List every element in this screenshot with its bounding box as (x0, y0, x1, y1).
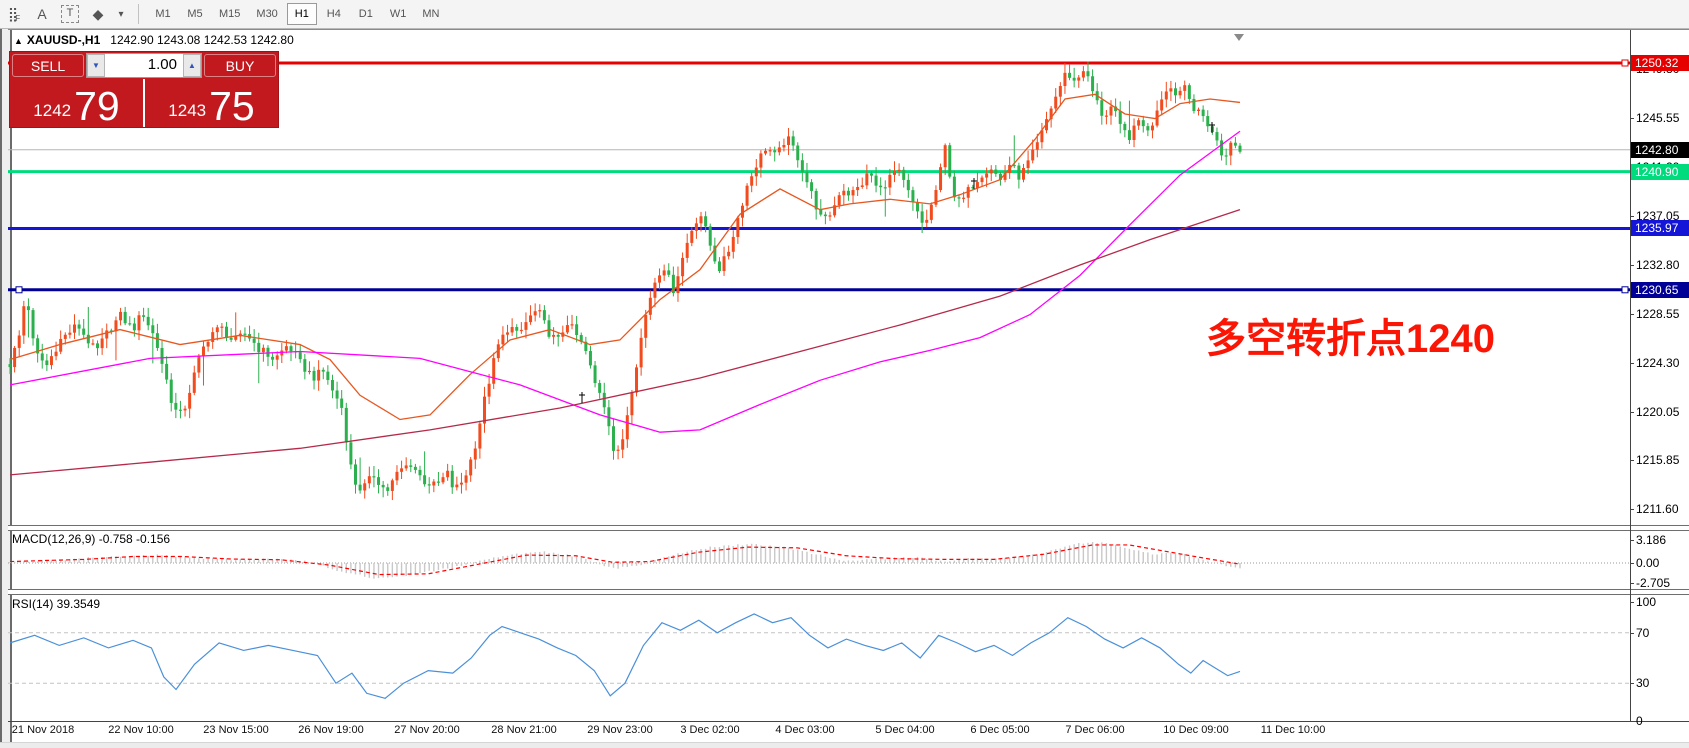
annotation-text: 多空转折点1240 (1206, 317, 1495, 361)
buy-button[interactable]: BUY (204, 54, 276, 77)
time-axis-label: 21 Nov 2018 (11, 724, 75, 736)
sell-price-prefix: 1242 (33, 101, 72, 120)
macd-axis-label: 0.00 (1629, 556, 1660, 570)
object-style-icon[interactable]: ◆ (92, 5, 104, 22)
timeframe-d1[interactable]: D1 (351, 3, 381, 25)
price-level-badge: 1240.90 (1631, 163, 1689, 180)
one-click-trading-panel: SELL ▼ 1.00 ▲ BUY 1242 79 1243 75 (10, 52, 278, 127)
time-axis-label: 22 Nov 10:00 (108, 724, 174, 736)
timeframe-m30[interactable]: M30 (249, 3, 284, 25)
macd-axis-label: -2.705 (1629, 575, 1671, 590)
toolbar: ⣿ F A T ◆ ▾ M1 M5 M15 M30 H1 H4 D1 W1 MN (0, 0, 1689, 29)
arrow-marker (971, 178, 977, 189)
status-strip (0, 742, 1689, 748)
time-axis-label: 3 Dec 02:00 (680, 724, 740, 736)
price-axis-line (1630, 30, 1631, 721)
chart-caption: ▲ XAUUSD-,H1 1242.90 1243.08 1242.53 1242.… (14, 33, 294, 47)
timeframe-m15[interactable]: M15 (212, 3, 247, 25)
slow-ma (9, 209, 1241, 476)
timeframe-w1[interactable]: W1 (383, 3, 414, 25)
price-tick: 1224.30 (1629, 356, 1680, 370)
price-tick: 1245.55 (1629, 110, 1680, 125)
rsi-line (9, 613, 1241, 699)
macd-canvas[interactable] (8, 527, 1630, 589)
trade-panel-divider (143, 79, 145, 127)
volume-increase-button[interactable]: ▲ (183, 54, 201, 77)
symbol-name: XAUUSD-,H1 (26, 33, 101, 47)
macd-title: MACD(12,26,9) -0.758 -0.156 (12, 532, 171, 546)
price-tick: 1237.05 (1629, 209, 1680, 223)
profile-grid-icon[interactable]: ⣿ F (2, 3, 26, 25)
timeframe-h1[interactable]: H1 (286, 3, 317, 25)
profile-grid-glyph: ⣿ (7, 5, 19, 22)
time-axis[interactable]: 21 Nov 2018 22 Nov 10:00 23 Nov 15:00 26 No… (8, 724, 1630, 740)
text-label-glyph: T (61, 5, 79, 23)
time-axis-label: 6 Dec 05:00 (970, 724, 1030, 736)
price-tick: 1232.80 (1629, 258, 1680, 272)
current-price-badge: 1242.80 (1631, 141, 1689, 158)
timeframe-m5[interactable]: M5 (180, 3, 210, 25)
arrow-label-icon[interactable]: A (37, 6, 47, 22)
text-label-icon[interactable]: T (58, 3, 82, 25)
time-axis-label: 26 Nov 19:00 (298, 724, 364, 736)
time-axis-line (8, 721, 1689, 722)
symbol-arrow-icon: ▲ (14, 36, 23, 46)
profile-grid-sub: F (15, 13, 21, 23)
rsi-axis-label: 30 (1629, 676, 1650, 691)
time-axis-label: 23 Nov 15:00 (203, 724, 269, 736)
buy-price[interactable]: 1243 75 (145, 79, 278, 127)
rsi-axis-label: 100 (1629, 595, 1657, 609)
rsi-title: RSI(14) 39.3549 (12, 597, 101, 611)
buy-price-prefix: 1243 (168, 101, 207, 120)
time-axis-label: 7 Dec 06:00 (1065, 724, 1125, 736)
time-axis-label: 28 Nov 21:00 (491, 724, 557, 736)
fast-ma (9, 93, 1241, 421)
price-tick: 1220.05 (1629, 405, 1680, 419)
price-axis[interactable]: 1249.801245.551241.291237.051232.801228.… (1629, 0, 1689, 748)
dropdown-caret-icon[interactable]: ▾ (118, 8, 124, 20)
macd-signal-line (9, 544, 1241, 576)
time-axis-label: 27 Nov 20:00 (394, 724, 460, 736)
rsi-axis-label: 70 (1629, 625, 1650, 640)
main-chart-canvas[interactable] (8, 30, 1630, 524)
time-axis-label: 10 Dec 09:00 (1163, 724, 1229, 736)
time-axis-label: 11 Dec 10:00 (1260, 724, 1326, 736)
panel-separator-rsi[interactable] (8, 589, 1689, 595)
timeframe-buttons: M1 M5 M15 M30 H1 H4 D1 W1 MN (147, 3, 447, 25)
panel-separator-macd[interactable] (8, 525, 1689, 531)
timeframe-h4[interactable]: H4 (319, 3, 349, 25)
price-tick: 1215.85 (1629, 453, 1680, 468)
sell-price-big: 79 (74, 83, 120, 130)
window-left-frame (0, 29, 12, 748)
shift-marker-icon (1234, 34, 1244, 41)
arrow-marker (579, 392, 585, 403)
time-axis-label: 5 Dec 04:00 (875, 724, 935, 736)
rsi-axis-label: 0 (1630, 714, 1643, 728)
chart-top-border (8, 29, 1689, 30)
volume-spinner: ▼ 1.00 ▲ (86, 53, 202, 78)
price-level-badge: 1250.32 (1631, 55, 1689, 71)
timeframe-m1[interactable]: M1 (148, 3, 178, 25)
sell-button[interactable]: SELL (12, 54, 84, 77)
price-tick: 1228.55 (1629, 307, 1680, 321)
price-tick: 1211.60 (1630, 502, 1679, 517)
timeframe-mn[interactable]: MN (415, 3, 446, 25)
sell-price[interactable]: 1242 79 (10, 79, 143, 127)
volume-input[interactable]: 1.00 (147, 56, 177, 73)
rsi-canvas[interactable] (8, 593, 1630, 721)
volume-decrease-button[interactable]: ▼ (87, 54, 105, 77)
arrow-marker (1209, 122, 1215, 133)
time-axis-label: 4 Dec 03:00 (775, 724, 835, 736)
time-axis-label: 29 Nov 23:00 (587, 724, 653, 736)
price-level-badge: 1230.65 (1631, 281, 1689, 298)
ohlc-values: 1242.90 1243.08 1242.53 1242.80 (110, 33, 294, 47)
macd-axis-label: 3.186 (1629, 532, 1667, 547)
mid-ma (9, 130, 1241, 433)
buy-price-big: 75 (209, 83, 255, 130)
price-level-badge: 1235.97 (1631, 220, 1689, 237)
toolbar-separator (138, 4, 139, 24)
